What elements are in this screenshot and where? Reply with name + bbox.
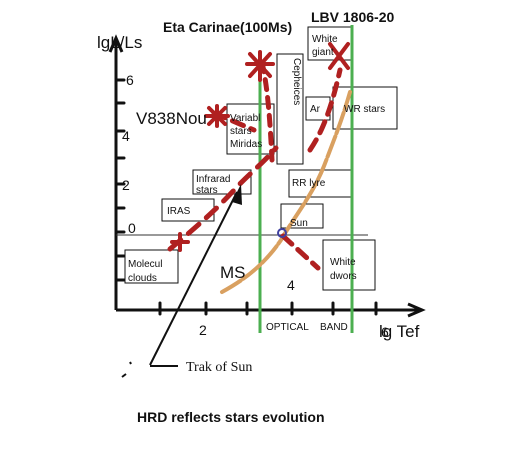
band-label: BAND	[320, 322, 348, 333]
sun-marker	[277, 228, 287, 238]
x-tick-label: 6	[381, 324, 389, 340]
evolution-dashes	[167, 59, 343, 271]
label-rr-lyre: RR lyre	[292, 178, 326, 189]
box-cepheids	[276, 53, 304, 165]
label-iras: IRAS	[167, 206, 191, 217]
label-ar: Ar	[310, 104, 321, 115]
x-axis-label: lg Tef	[379, 322, 420, 341]
sun-track-label: Trak of Sun	[186, 360, 252, 375]
label-white-giants-1: White	[312, 34, 338, 45]
y-ticks	[114, 78, 126, 282]
title-lbv: LBV 1806-20	[311, 9, 394, 25]
dash-path-wd	[280, 233, 321, 271]
label-variable-2: stars	[230, 126, 252, 137]
label-sun: Sun	[290, 218, 308, 229]
star-marks	[170, 42, 350, 252]
label-variable-1: Variabl	[230, 113, 260, 124]
y-tick-label: 6	[126, 72, 134, 88]
label-molecular-2: clouds	[128, 273, 157, 284]
axes	[108, 34, 426, 318]
label-variable-3: Miridas	[230, 139, 262, 150]
box-sun	[280, 203, 324, 229]
x-ticks	[158, 301, 378, 316]
label-molecular-1: Molecul	[128, 259, 162, 270]
box-white-dwarf	[322, 239, 376, 291]
star-molecular	[170, 232, 190, 252]
optical-label: OPTICAL	[266, 322, 309, 333]
y-tick-label: 0	[128, 220, 136, 236]
label-infrared-2: stars	[196, 185, 218, 196]
y-axis-arrow	[108, 34, 124, 53]
sun-track-arrow	[121, 184, 242, 378]
main-sequence-track	[220, 90, 352, 294]
y-tick-label: 4	[122, 128, 130, 144]
star-eta-carinae	[245, 50, 275, 82]
star-v838	[204, 104, 230, 128]
y-tick-label: 2	[122, 177, 130, 193]
label-white-giants-2: giant	[312, 47, 334, 58]
v838-label: V838Nou	[136, 109, 207, 128]
x-tick-label: 2	[199, 322, 207, 338]
x-tick-label: 4	[287, 277, 295, 293]
dash-path-right	[307, 67, 343, 153]
label-wr-stars: WR stars	[344, 104, 385, 115]
title-eta-carinae: Eta Carinae(100Ms)	[163, 19, 292, 35]
label-infrared-1: Infrarad	[196, 174, 230, 185]
box-molecular-clouds	[124, 249, 179, 284]
label-white-dwarf-1: White	[330, 257, 356, 268]
ms-label: MS	[220, 263, 246, 282]
dash-path-lower	[167, 145, 279, 252]
caption: HRD reflects stars evolution	[137, 409, 325, 425]
label-cepheids: Cepheices	[291, 58, 302, 105]
x-axis-arrow	[407, 302, 426, 318]
mark-lbv-x	[328, 42, 350, 70]
label-white-dwarf-2: dwors	[330, 271, 357, 282]
y-axis-label: lgL/Ls	[97, 33, 142, 52]
